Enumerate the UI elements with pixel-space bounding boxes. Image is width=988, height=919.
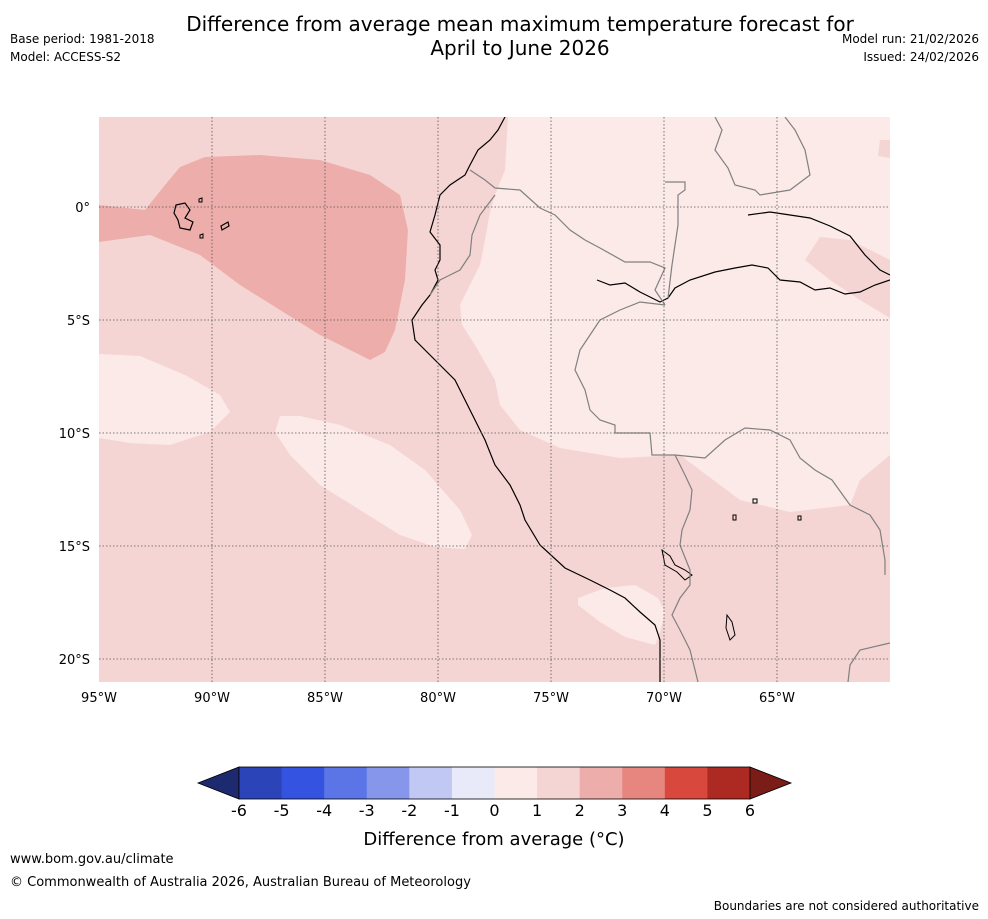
colorbar-segment: [622, 767, 666, 799]
colorbar-over-arrow: [749, 766, 793, 800]
small-lake-2: [797, 515, 802, 521]
colorbar-tick-label: 6: [745, 801, 755, 820]
meta-right: Model run: 21/02/2026 Issued: 24/02/2026: [842, 30, 979, 66]
colorbar-tick-label: 2: [575, 801, 585, 820]
colorbar-tick-label: -6: [231, 801, 247, 820]
latitude-labels: 0° 5°S 10°S 15°S 20°S: [59, 201, 90, 668]
issued-date: Issued: 24/02/2026: [863, 50, 979, 64]
footer-url: www.bom.gov.au/climate: [10, 852, 174, 867]
peru-border: [574, 301, 699, 682]
colorbar-tick-label: -1: [444, 801, 460, 820]
anomaly-0-1-west-pacific: [99, 354, 230, 445]
colorbar-label: Difference from average (°C): [363, 829, 624, 850]
lon-label-75w: 75°W: [533, 691, 569, 706]
meta-left: Base period: 1981-2018 Model: ACCESS-S2: [10, 30, 155, 66]
colorbar-segment: [707, 767, 751, 799]
paraguay-border: [847, 642, 890, 682]
guyana-border: [714, 117, 811, 196]
colorbar-under-arrow: [196, 766, 240, 800]
colorbar-tick-label: 3: [617, 801, 627, 820]
colorbar-tick-label: -5: [274, 801, 290, 820]
title-line-1: Difference from average mean maximum tem…: [186, 12, 854, 36]
small-lake-1: [732, 514, 737, 521]
lon-label-95w: 95°W: [81, 691, 117, 706]
colombia-border: [469, 169, 666, 306]
lake-titicaca: [661, 548, 693, 581]
footer-disclaimer: Boundaries are not considered authoritat…: [713, 899, 979, 913]
lat-label-10s: 10°S: [59, 427, 90, 442]
amazon-river: [596, 264, 890, 303]
ecuador-border: [429, 194, 496, 296]
footer-copyright: © Commonwealth of Australia 2026, Austra…: [10, 875, 471, 890]
colorbar: -6 -5 -4 -3 -2 -1 0 1 2 3 4 5 6 Difference from aver…: [196, 766, 793, 850]
colorbar-segment: [451, 767, 495, 799]
anomaly-0-1-coastal: [578, 585, 665, 645]
galapagos-islands: [173, 202, 194, 231]
colorbar-ticks: -6 -5 -4 -3 -2 -1 0 1 2 3 4 5 6: [231, 801, 755, 820]
coastline: [411, 117, 661, 682]
colorbar-tick-label: 0: [489, 801, 499, 820]
anomaly-1-2-northeast: [878, 140, 890, 158]
lon-label-65w: 65°W: [759, 691, 795, 706]
lat-label-5s: 5°S: [67, 314, 90, 329]
galapagos-islet-north: [198, 197, 203, 203]
colorbar-segments: [238, 766, 751, 800]
colorbar-outline: [238, 766, 751, 800]
longitude-labels: 95°W 90°W 85°W 80°W 75°W 70°W 65°W: [81, 691, 795, 706]
colorbar-segment: [537, 767, 581, 799]
lon-label-90w: 90°W: [194, 691, 230, 706]
colorbar-segment: [494, 767, 538, 799]
anomaly-0-1-amazon: [460, 117, 890, 512]
colorbar-tick-label: 4: [660, 801, 670, 820]
title-line-2: April to June 2026: [430, 36, 610, 60]
colorbar-tick-label: -4: [316, 801, 332, 820]
colorbar-segment: [366, 767, 410, 799]
venezuela-border: [665, 181, 686, 299]
galapagos-islet-south: [199, 233, 204, 239]
map-area: [99, 117, 890, 682]
lat-label-15s: 15°S: [59, 540, 90, 555]
colorbar-segment: [409, 767, 453, 799]
lon-label-85w: 85°W: [307, 691, 343, 706]
colorbar-segment: [239, 767, 283, 799]
colorbar-tick-label: -3: [359, 801, 375, 820]
colorbar-tick-label: 1: [532, 801, 542, 820]
chart-title: Difference from average mean maximum tem…: [150, 12, 890, 60]
galapagos-islet-east: [220, 221, 230, 231]
lon-label-80w: 80°W: [420, 691, 456, 706]
anomaly-0-1-south-pacific: [275, 416, 472, 549]
bolivia-lake: [725, 613, 736, 641]
colorbar-tick-label: -2: [401, 801, 417, 820]
model-run: Model run: 21/02/2026: [841, 32, 979, 46]
colorbar-segment: [324, 767, 368, 799]
small-lake-3: [752, 498, 758, 504]
anomaly-1-2-east: [805, 237, 890, 318]
base-period: Base period: 1981-2018: [10, 32, 155, 46]
graticule: [99, 117, 890, 682]
lon-label-70w: 70°W: [646, 691, 682, 706]
lat-label-0: 0°: [75, 201, 90, 216]
colorbar-segment: [579, 767, 623, 799]
country-boundaries: [429, 117, 890, 682]
model-name: Model: ACCESS-S2: [10, 50, 122, 64]
colorbar-segment: [664, 767, 708, 799]
colorbar-tick-label: 5: [702, 801, 712, 820]
colorbar-segment: [281, 767, 325, 799]
brazil-bolivia-border: [674, 427, 886, 575]
lat-label-20s: 20°S: [59, 653, 90, 668]
